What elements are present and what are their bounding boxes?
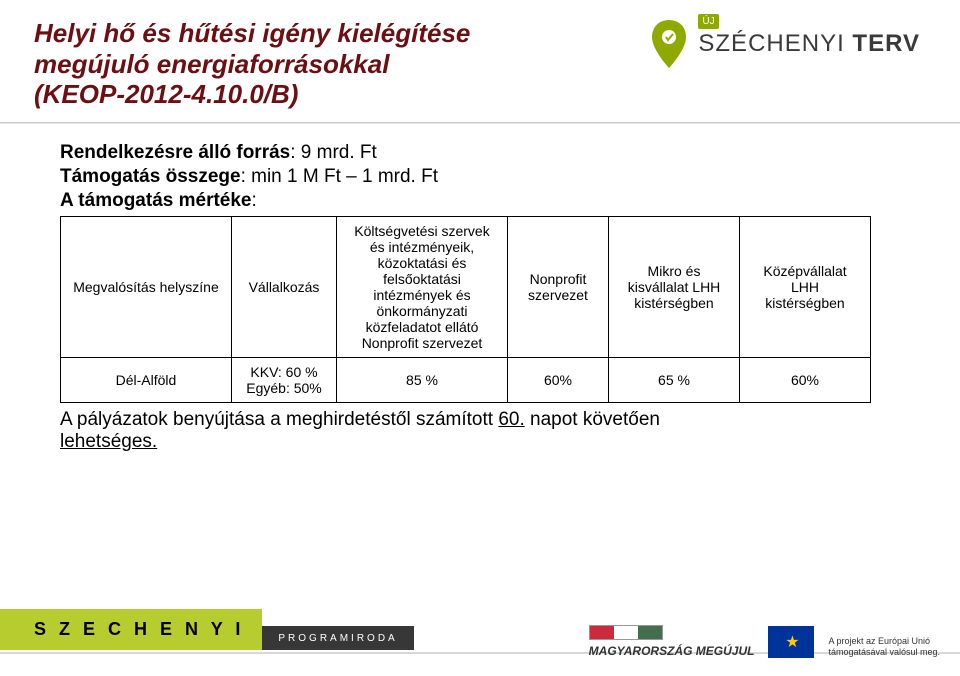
hungary-flag-icon [589, 625, 663, 640]
megujul-block: MAGYARORSZÁG MEGÚJUL [589, 625, 755, 658]
uj-badge: ÚJ [698, 14, 718, 29]
mertek-suffix: : [251, 190, 256, 211]
eu-text: A projekt az Európai Unió támogatásával … [828, 636, 940, 658]
cell-budget-orgs: 85 % [337, 358, 508, 403]
forras-line: Rendelkezésre álló forrás: 9 mrd. Ft [60, 142, 926, 164]
table-header-row: Megvalósítás helyszíne Vállalkozás Költs… [61, 217, 871, 358]
cell-medium-lhh: 60% [740, 358, 871, 403]
col-medium-lhh: Középvállalat LHH kistérségben [740, 217, 871, 358]
mertek-label: A támogatás mértéke [60, 190, 251, 211]
title-line-2: megújuló energiaforrásokkal [34, 49, 389, 79]
cell-micro-lhh: 65 % [609, 358, 740, 403]
forras-label: Rendelkezésre álló forrás [60, 142, 290, 163]
megujul-text: MAGYARORSZÁG MEGÚJUL [589, 644, 755, 658]
mertek-line: A támogatás mértéke: [60, 190, 926, 212]
title-line-1: Helyi hő és hűtési igény kielégítése [34, 18, 470, 48]
col-location: Megvalósítás helyszíne [61, 217, 232, 358]
programiroda-box: PROGRAMIRODA [262, 626, 413, 650]
cell-enterprise: KKV: 60 % Egyéb: 50% [232, 358, 337, 403]
col-micro-lhh: Mikro és kisvállalat LHH kistérségben [609, 217, 740, 358]
szechenyi-terv-logo: ÚJ SZÉCHENYI TERV [650, 20, 920, 68]
footer-right: MAGYARORSZÁG MEGÚJUL ★ A projekt az Euró… [589, 625, 940, 658]
col-nonprofit: Nonprofit szervezet [508, 217, 609, 358]
content-area: Rendelkezésre álló forrás: 9 mrd. Ft Tám… [0, 124, 960, 453]
szechenyi-box: S Z E C H E N Y I [0, 609, 262, 650]
support-rate-table: Megvalósítás helyszíne Vállalkozás Költs… [60, 216, 871, 403]
col-budget-orgs: Költségvetési szervek és intézményeik, k… [337, 217, 508, 358]
tamogatas-line: Támogatás összege: min 1 M Ft – 1 mrd. F… [60, 166, 926, 188]
tamogatas-label: Támogatás összege [60, 166, 241, 187]
cell-location: Dél-Alföld [61, 358, 232, 403]
title-line-3: (KEOP-2012-4.10.0/B) [34, 79, 298, 109]
logo-text: SZÉCHENYI TERV [698, 30, 920, 58]
col-enterprise: Vállalkozás [232, 217, 337, 358]
map-pin-icon [650, 20, 688, 68]
footer-left-bar: S Z E C H E N Y I PROGRAMIRODA [0, 609, 414, 650]
table-row: Dél-Alföld KKV: 60 % Egyéb: 50% 85 % 60%… [61, 358, 871, 403]
submission-footnote: A pályázatok benyújtása a meghirdetéstől… [60, 409, 926, 453]
eu-flag-icon: ★ [768, 626, 814, 658]
tamogatas-value: : min 1 M Ft – 1 mrd. Ft [241, 166, 438, 187]
forras-value: : 9 mrd. Ft [290, 142, 377, 163]
header: Helyi hő és hűtési igény kielégítése meg… [0, 0, 960, 110]
footer: S Z E C H E N Y I PROGRAMIRODA MAGYARORS… [0, 578, 960, 676]
cell-nonprofit: 60% [508, 358, 609, 403]
